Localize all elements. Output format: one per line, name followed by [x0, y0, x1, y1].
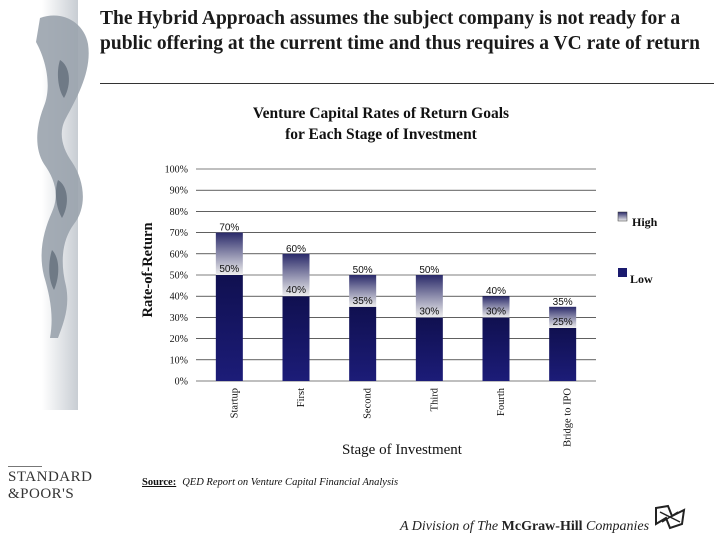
bar-high [549, 306, 577, 328]
title-divider [100, 83, 714, 84]
legend-swatch-high [617, 211, 628, 222]
data-label-low: 30% [486, 306, 506, 317]
y-tick-label: 60% [170, 249, 188, 260]
division-line: A Division of The McGraw-Hill Companies [400, 519, 649, 535]
bar-low [349, 306, 377, 381]
bar-low [215, 275, 243, 381]
bar-high [482, 296, 510, 318]
y-tick-label: 50% [170, 271, 188, 282]
data-label-high: 50% [353, 265, 373, 276]
x-axis-label: Stage of Investment [342, 442, 463, 458]
x-tick-label: Startup [229, 388, 240, 418]
legend-swatch-low [618, 268, 627, 277]
y-tick-label: 70% [170, 228, 188, 239]
chart-title-line-2: for Each Stage of Investment [285, 126, 478, 143]
y-tick-label: 30% [170, 313, 188, 324]
y-tick-label: 20% [170, 334, 188, 345]
x-tick-label: Third [429, 387, 440, 411]
data-label-low: 40% [286, 285, 306, 296]
data-label-high: 70% [219, 223, 239, 234]
bar-high [349, 275, 377, 307]
data-label-high: 50% [419, 265, 439, 276]
x-tick-labels: Startup First Second Third Fourth Bridge to I… [229, 387, 573, 447]
bar-low [415, 317, 443, 381]
y-axis-label: Rate-of-Return [140, 222, 156, 317]
division-suffix: Companies [582, 519, 650, 534]
data-label-low: 35% [353, 296, 373, 307]
bar-low [282, 296, 310, 381]
gridlines [196, 168, 596, 382]
x-tick-label: Fourth [496, 387, 507, 416]
division-brand: McGraw-Hill [501, 519, 583, 534]
y-tick-label: 100% [165, 165, 188, 176]
legend-label-high: High [632, 215, 658, 229]
y-tick-label: 40% [170, 292, 188, 303]
source-text: QED Report on Venture Capital Financial … [182, 477, 399, 488]
y-tick-label: 80% [170, 207, 188, 218]
mcgraw-hill-logo-icon [655, 504, 686, 530]
bar-low [482, 317, 510, 381]
source-note: Source: QED Report on Venture Capital Fin… [142, 477, 398, 488]
y-tick-labels: 0% 10% 20% 30% 40% 50% 60% 70% 80% 90% 100% [165, 165, 188, 388]
data-label-low: 30% [419, 306, 439, 317]
source-label: Source: [142, 477, 177, 488]
globe-graphic [36, 0, 89, 410]
bar-high [215, 232, 243, 275]
x-tick-label: Second [363, 387, 374, 419]
legend: High Low [617, 211, 658, 286]
standard-and-poors-logo: STANDARD &POOR'S [8, 466, 92, 503]
data-label-high: 60% [286, 244, 306, 255]
bar-high [282, 253, 310, 297]
slide-title: The Hybrid Approach assumes the subject … [100, 8, 700, 54]
legend-label-low: Low [630, 272, 653, 286]
x-tick-label: Bridge to IPO [563, 388, 574, 447]
data-label-high: 40% [486, 286, 506, 297]
data-label-high: 35% [553, 297, 573, 308]
data-label-low: 25% [553, 317, 573, 328]
y-tick-label: 10% [170, 355, 188, 366]
division-prefix: A Division of The [400, 519, 502, 534]
y-tick-label: 90% [170, 186, 188, 197]
x-tick-label: First [296, 388, 307, 407]
bars [215, 232, 577, 381]
bar-high [415, 275, 443, 318]
bar-low [549, 328, 577, 381]
data-label-low: 50% [219, 264, 239, 275]
y-tick-label: 0% [175, 377, 188, 388]
chart-title-line-1: Venture Capital Rates of Return Goals [253, 105, 509, 122]
data-labels: 70% 50% 60% 40% 50% 35% 50% 30% 40% 30% 35% 25% [219, 223, 572, 328]
